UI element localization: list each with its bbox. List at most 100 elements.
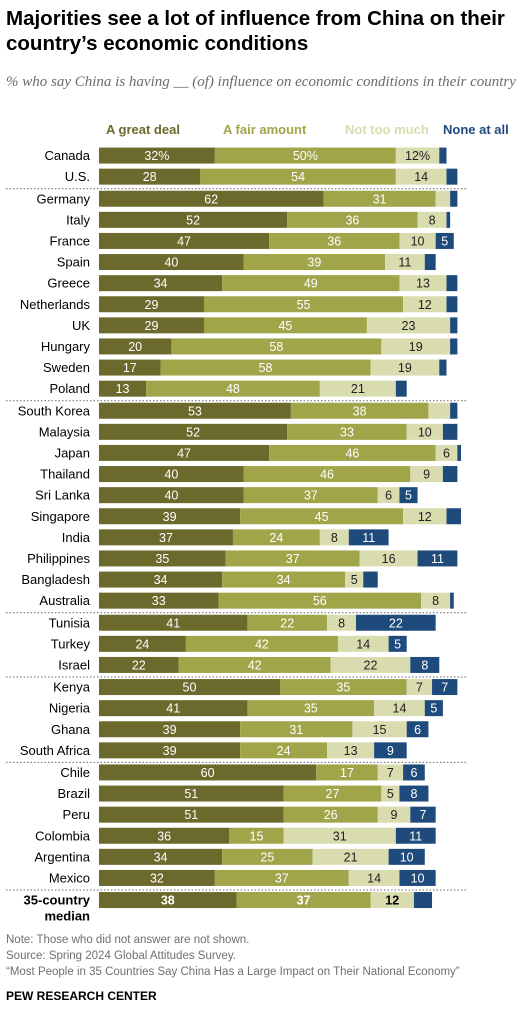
data-label-great-deal-nigeria: 41 bbox=[166, 702, 180, 716]
bar-not-too-much-malaysia bbox=[406, 423, 443, 440]
data-label-great-deal-japan: 47 bbox=[177, 446, 191, 460]
bar-none-at-all-france bbox=[435, 232, 454, 249]
notes: Note: Those who did not answer are not s… bbox=[6, 932, 521, 980]
country-label-u-s: U.S. bbox=[65, 169, 90, 184]
bar-fair-amount-nigeria bbox=[247, 700, 375, 717]
data-label-not-too-much-peru: 9 bbox=[391, 808, 398, 822]
country-label-australia: Australia bbox=[39, 593, 90, 608]
data-label-not-too-much-turkey: 14 bbox=[356, 637, 370, 651]
country-label-bangladesh: Bangladesh bbox=[21, 572, 90, 587]
bar-not-too-much-france bbox=[399, 232, 436, 249]
data-label-not-too-much-malaysia: 10 bbox=[418, 425, 432, 439]
country-label-netherlands: Netherlands bbox=[20, 297, 91, 312]
bar-none-at-all-u-s bbox=[446, 168, 458, 185]
data-label-fair-amount-chile: 17 bbox=[340, 766, 354, 780]
data-label-none-at-all-nigeria: 5 bbox=[430, 702, 437, 716]
bar-great-deal-malaysia bbox=[99, 423, 288, 440]
bar-none-at-all-thailand bbox=[442, 466, 458, 483]
data-label-fair-amount-thailand: 46 bbox=[320, 468, 334, 482]
bar-great-deal-kenya bbox=[99, 679, 280, 696]
data-label-great-deal-peru: 51 bbox=[184, 808, 198, 822]
data-label-fair-amount-peru: 26 bbox=[324, 808, 338, 822]
data-label-none-at-all-kenya: 7 bbox=[441, 681, 448, 695]
bar-none-at-all-south-korea bbox=[450, 402, 458, 419]
country-label-tunisia: Tunisia bbox=[49, 615, 91, 630]
country-label-mexico: Mexico bbox=[49, 870, 90, 885]
bar-none-at-all-sweden bbox=[439, 359, 447, 376]
bar-fair-amount-u-s bbox=[200, 168, 396, 185]
data-label-fair-amount-colombia: 15 bbox=[250, 829, 264, 843]
bar-not-too-much-india bbox=[319, 529, 349, 546]
country-label-nigeria: Nigeria bbox=[49, 701, 91, 716]
bar-fair-amount-sweden bbox=[160, 359, 371, 376]
data-label-none-at-all-turkey: 5 bbox=[394, 637, 401, 651]
data-label-not-too-much-spain: 11 bbox=[398, 256, 411, 270]
bar-none-at-all-germany bbox=[450, 190, 458, 207]
data-label-fair-amount-brazil: 27 bbox=[326, 787, 340, 801]
data-label-great-deal-brazil: 51 bbox=[184, 787, 198, 801]
data-label-great-deal-italy: 52 bbox=[186, 213, 200, 227]
bar-fair-amount-chile bbox=[316, 764, 378, 781]
bar-none-at-all-india bbox=[348, 529, 389, 546]
bar-not-too-much-greece bbox=[399, 275, 447, 292]
bar-great-deal-poland bbox=[99, 380, 147, 397]
country-label-chile: Chile bbox=[60, 765, 90, 780]
data-label-great-deal-south-africa: 39 bbox=[163, 744, 177, 758]
country-label-colombia: Colombia bbox=[35, 828, 91, 843]
data-label-not-too-much-poland: 21 bbox=[351, 382, 365, 396]
data-label-great-deal-malaysia: 52 bbox=[186, 425, 200, 439]
legend-not-too-much: Not too much bbox=[345, 122, 429, 137]
data-label-fair-amount-sri-lanka: 37 bbox=[304, 489, 318, 503]
bar-not-too-much-chile bbox=[377, 764, 404, 781]
data-label-fair-amount-south-africa: 24 bbox=[277, 744, 291, 758]
bar-not-too-much-south-korea bbox=[428, 402, 451, 419]
bar-none-at-all-canada bbox=[439, 147, 447, 164]
bar-fair-amount-kenya bbox=[280, 679, 407, 696]
bar-fair-amount-philippines bbox=[225, 550, 360, 567]
bar-not-too-much-bangladesh bbox=[345, 571, 364, 588]
bar-none-at-all-netherlands bbox=[446, 296, 458, 313]
data-label-fair-amount-u-s: 54 bbox=[291, 170, 305, 184]
bar-not-too-much-thailand bbox=[410, 466, 443, 483]
data-label-great-deal-u-s: 28 bbox=[143, 170, 157, 184]
bar-not-too-much-35-country-median bbox=[370, 892, 414, 909]
data-label-fair-amount-bangladesh: 34 bbox=[277, 573, 291, 587]
bar-not-too-much-poland bbox=[319, 380, 396, 397]
bar-none-at-all-sri-lanka bbox=[399, 487, 418, 504]
bar-fair-amount-australia bbox=[218, 592, 422, 609]
data-label-great-deal-singapore: 39 bbox=[163, 510, 177, 524]
data-label-not-too-much-mexico: 14 bbox=[367, 871, 381, 885]
chart-subtitle: % who say China is having __ (of) influe… bbox=[6, 74, 516, 90]
bar-none-at-all-italy bbox=[446, 211, 451, 228]
data-label-none-at-all-ghana: 6 bbox=[414, 723, 421, 737]
bar-fair-amount-netherlands bbox=[203, 296, 404, 313]
bar-none-at-all-japan bbox=[457, 444, 461, 461]
data-label-great-deal-sri-lanka: 40 bbox=[164, 489, 178, 503]
bar-not-too-much-u-s bbox=[395, 168, 447, 185]
bar-great-deal-singapore bbox=[99, 508, 241, 525]
country-label-turkey: Turkey bbox=[51, 636, 91, 651]
bar-not-too-much-turkey bbox=[337, 635, 389, 652]
bar-great-deal-sri-lanka bbox=[99, 487, 244, 504]
bar-none-at-all-35-country-median bbox=[413, 892, 433, 909]
bar-fair-amount-tunisia bbox=[247, 614, 328, 631]
data-label-not-too-much-argentina: 21 bbox=[344, 850, 358, 864]
bar-none-at-all-ghana bbox=[406, 721, 429, 738]
data-label-fair-amount-south-korea: 38 bbox=[353, 404, 367, 418]
data-label-fair-amount-france: 36 bbox=[327, 234, 341, 248]
data-label-not-too-much-uk: 23 bbox=[402, 319, 416, 333]
legend-none-at-all: None at all bbox=[443, 122, 509, 137]
bar-great-deal-peru bbox=[99, 806, 284, 823]
bar-great-deal-netherlands bbox=[99, 296, 204, 313]
bar-fair-amount-japan bbox=[269, 444, 436, 461]
note-line: Note: Those who did not answer are not s… bbox=[6, 934, 250, 946]
data-label-none-at-all-peru: 7 bbox=[420, 808, 427, 822]
data-label-none-at-all-israel: 8 bbox=[421, 658, 428, 672]
bar-great-deal-greece bbox=[99, 275, 223, 292]
data-label-great-deal-poland: 13 bbox=[116, 382, 130, 396]
country-label-singapore: Singapore bbox=[31, 509, 90, 524]
bar-not-too-much-mexico bbox=[348, 869, 400, 886]
bar-not-too-much-japan bbox=[435, 444, 458, 461]
bar-not-too-much-sweden bbox=[370, 359, 440, 376]
data-label-not-too-much-chile: 7 bbox=[387, 766, 394, 780]
